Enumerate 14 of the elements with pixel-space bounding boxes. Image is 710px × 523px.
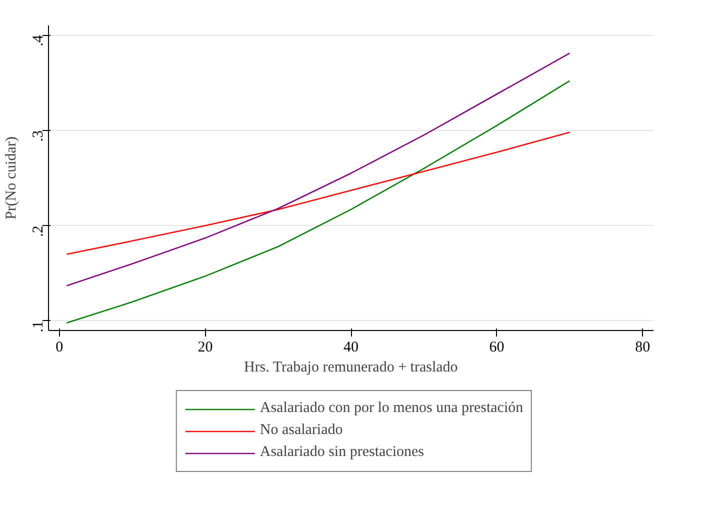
x-tick-label: 40 (344, 340, 358, 356)
y-tick-label: .4 (30, 34, 46, 46)
x-tick-label: 20 (198, 340, 213, 356)
y-axis-title: Pr(No cuidar) (4, 136, 20, 220)
legend-label: Asalariado con por lo menos una prestación (260, 400, 524, 417)
x-tick-label: 0 (56, 340, 64, 356)
legend-label: No asalariado (260, 422, 343, 439)
y-tick-label: .2 (30, 226, 46, 237)
x-axis-title: Hrs. Trabajo remunerado + traslado (244, 360, 458, 376)
x-tick-label: 60 (489, 340, 504, 356)
x-tick-label: 80 (635, 340, 650, 356)
y-tick-label: .3 (30, 130, 46, 142)
legend-label: Asalariado sin prestaciones (260, 444, 424, 461)
y-tick-label: .1 (30, 320, 46, 332)
